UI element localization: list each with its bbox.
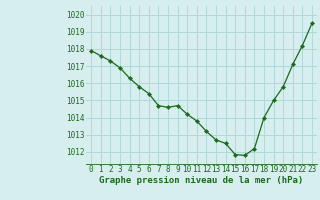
X-axis label: Graphe pression niveau de la mer (hPa): Graphe pression niveau de la mer (hPa)	[100, 176, 304, 185]
